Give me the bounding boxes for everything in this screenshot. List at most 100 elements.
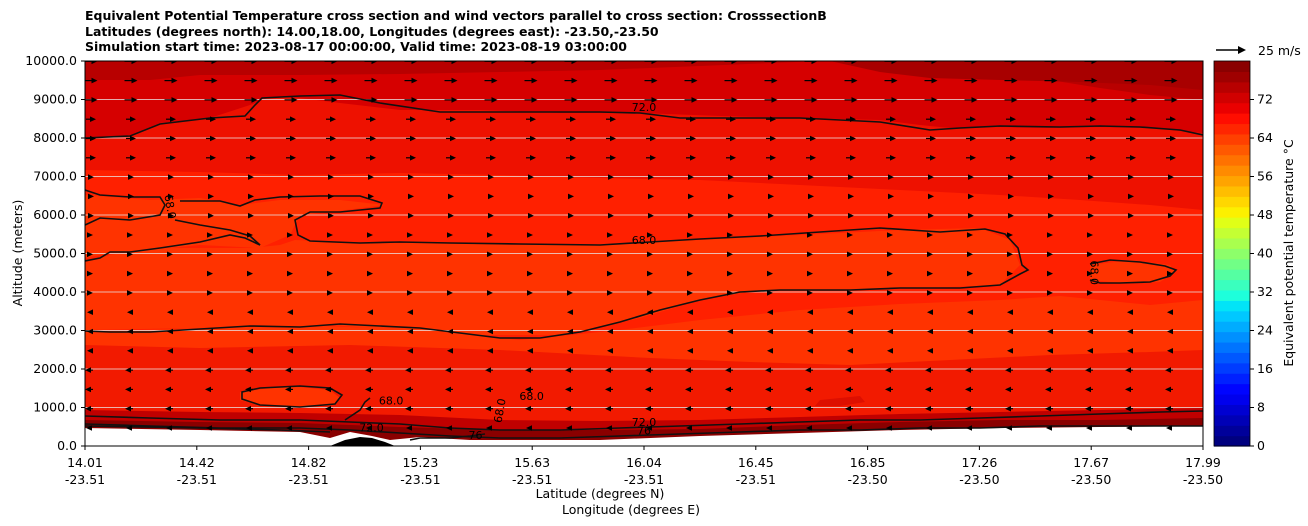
wind-arrowhead (327, 348, 333, 354)
wind-arrowhead (247, 290, 253, 296)
wind-arrowhead (245, 386, 251, 393)
wind-arrowhead (566, 425, 572, 431)
wind-arrowhead (205, 367, 211, 373)
wind-arrowhead (371, 97, 378, 103)
wind-arrowhead (527, 328, 533, 335)
wind-arrowhead (767, 328, 773, 335)
x-tick-label-lon: -23.51 (512, 472, 552, 487)
wind-arrowhead (525, 405, 531, 412)
wind-arrowhead (370, 116, 376, 122)
wind-arrowhead (1085, 367, 1091, 373)
wind-arrowhead (930, 155, 936, 161)
wind-arrowhead (607, 290, 613, 296)
wind-arrowhead (211, 61, 218, 65)
wind-arrowhead (487, 309, 493, 315)
wind-arrowhead (405, 367, 411, 373)
wind-arrowhead (810, 116, 816, 122)
wind-arrowhead (645, 386, 651, 393)
wind-arrowhead (90, 155, 96, 161)
wind-arrowhead (967, 328, 973, 335)
wind-arrowhead (607, 309, 613, 315)
wind-arrowhead (326, 425, 332, 431)
wind-arrowhead (368, 212, 374, 219)
wind-arrowhead (207, 348, 213, 354)
colorbar-label: Equivalent potential temperature °C (1281, 139, 1296, 367)
wind-arrowhead (885, 367, 891, 373)
wind-arrowhead (167, 251, 173, 258)
wind-arrowhead (485, 405, 491, 412)
colorbar-tick-label: 72 (1257, 92, 1273, 107)
wind-arrowhead (128, 193, 134, 200)
title-line-1: Equivalent Potential Temperature cross s… (85, 8, 827, 23)
wind-arrowhead (568, 174, 574, 180)
contour-68-near-peak (344, 397, 371, 421)
wind-arrowhead (728, 174, 734, 180)
x-tick-label-lat: 17.67 (1073, 455, 1109, 470)
wind-arrowhead (1171, 61, 1178, 65)
wind-arrowhead (690, 116, 696, 122)
wind-arrowhead (650, 116, 656, 122)
wind-arrowhead (647, 270, 653, 277)
wind-arrowhead (291, 77, 298, 84)
wind-arrowhead (1125, 405, 1131, 412)
wind-arrowhead (531, 97, 538, 103)
y-tick-label: 6000.0 (33, 207, 77, 222)
colorbar-step (1214, 310, 1250, 322)
wind-arrowhead (646, 425, 652, 431)
wind-arrowhead (927, 232, 933, 238)
wind-arrowhead (1051, 61, 1058, 65)
wind-arrowhead (651, 77, 658, 84)
wind-arrowhead (567, 309, 573, 315)
wind-arrowhead (1127, 328, 1133, 335)
colorbar-step (1214, 61, 1250, 73)
wind-arrowhead (367, 232, 373, 238)
wind-arrowhead (126, 425, 132, 431)
wind-arrowhead (727, 309, 733, 315)
wind-arrowhead (691, 61, 698, 65)
wind-arrowhead (1010, 135, 1016, 142)
wind-arrowhead (447, 290, 453, 296)
wind-arrowhead (367, 348, 373, 354)
wind-arrowhead (170, 116, 176, 122)
y-tick-label: 9000.0 (33, 92, 77, 107)
wind-arrowhead (328, 193, 334, 200)
wind-arrowhead (487, 328, 493, 335)
wind-arrowhead (928, 212, 934, 219)
colorbar-tick-label: 24 (1257, 323, 1273, 338)
wind-arrowhead (605, 367, 611, 373)
y-tick-label: 4000.0 (33, 284, 77, 299)
wind-arrowhead (448, 193, 454, 200)
wind-arrowhead (248, 174, 254, 180)
wind-arrowhead (1167, 270, 1173, 277)
wind-arrowhead (848, 174, 854, 180)
wind-arrowhead (851, 61, 858, 65)
wind-arrowhead (167, 270, 173, 277)
wind-arrowhead (728, 193, 734, 200)
wind-arrowhead (448, 212, 454, 219)
quiver-key-label: 25 m/s (1258, 43, 1301, 58)
wind-arrowhead (607, 328, 613, 335)
wind-arrowhead (1005, 367, 1011, 373)
wind-arrowhead (887, 290, 893, 296)
wind-arrowhead (685, 367, 691, 373)
wind-arrowhead (450, 116, 456, 122)
wind-arrowhead (891, 77, 898, 84)
wind-arrowhead (368, 174, 374, 180)
wind-arrowhead (1087, 290, 1093, 296)
wind-arrowhead (927, 348, 933, 354)
wind-arrowhead (488, 212, 494, 219)
wind-arrowhead (87, 232, 93, 238)
wind-arrowhead (568, 193, 574, 200)
colorbar-step (1214, 217, 1250, 229)
x-tick-label-lat: 16.04 (626, 455, 662, 470)
wind-arrowhead (888, 212, 894, 219)
quiver-key-arrowhead (1238, 46, 1246, 54)
wind-arrowhead (251, 97, 258, 103)
wind-arrowhead (1087, 309, 1093, 315)
wind-arrowhead (611, 77, 618, 84)
wind-arrowhead (1007, 232, 1013, 238)
wind-arrowhead (1008, 212, 1014, 219)
wind-arrowhead (1006, 425, 1012, 431)
wind-arrowhead (131, 77, 138, 84)
